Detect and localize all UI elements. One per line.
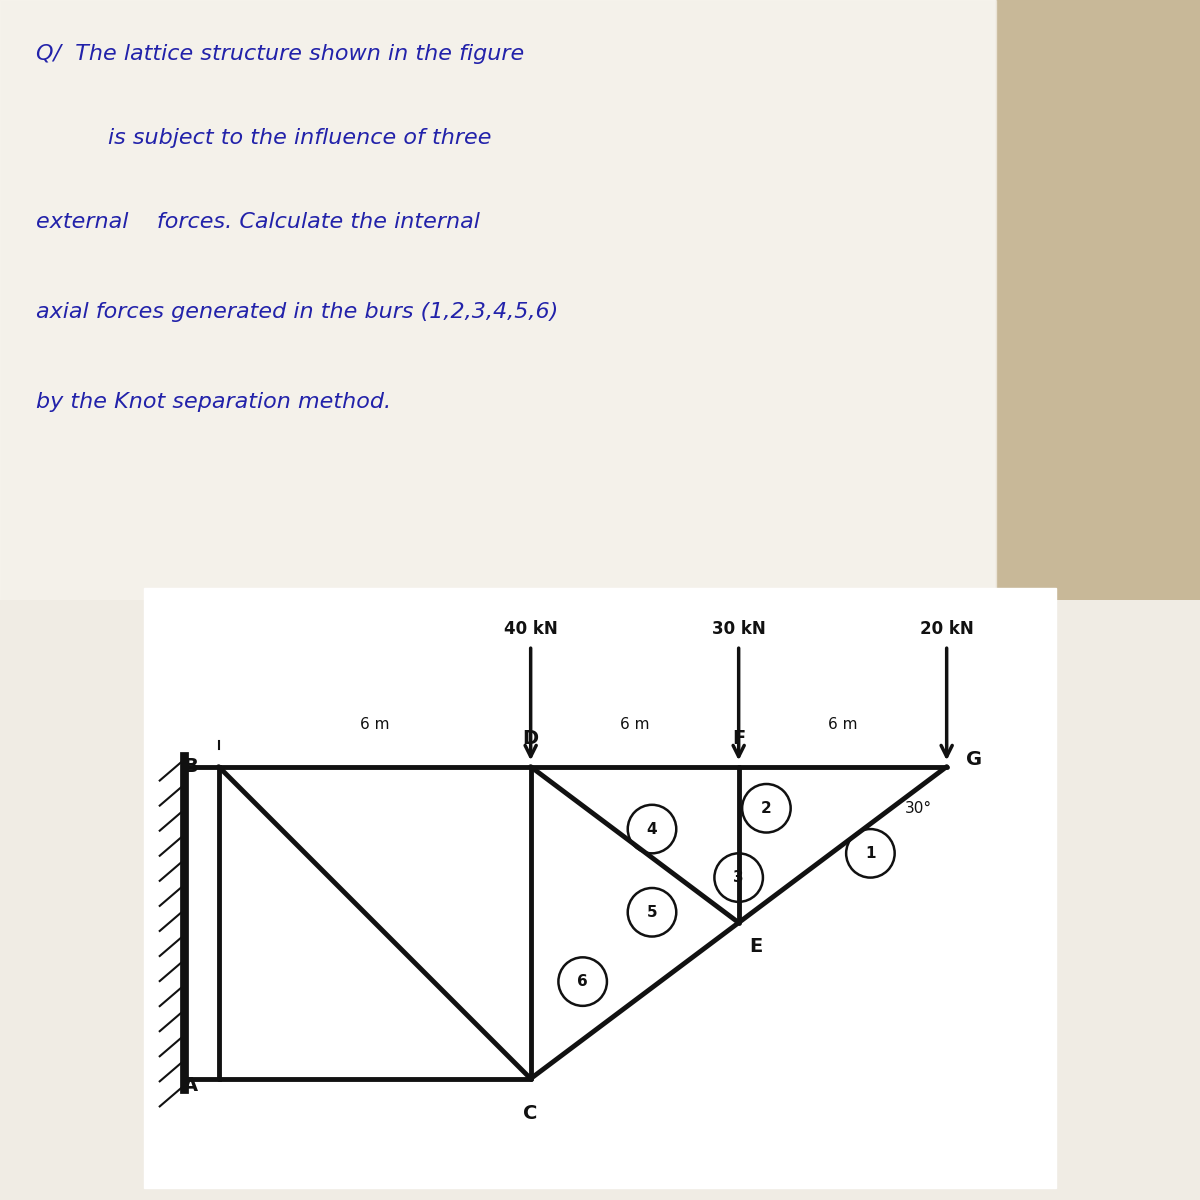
Text: Q/  The lattice structure shown in the figure: Q/ The lattice structure shown in the fi… — [36, 44, 524, 64]
Text: by the Knot separation method.: by the Knot separation method. — [36, 392, 391, 412]
Text: 5: 5 — [647, 905, 658, 919]
Text: B: B — [184, 757, 198, 776]
Text: F: F — [732, 730, 745, 749]
Text: 30 kN: 30 kN — [712, 620, 766, 638]
Text: D: D — [523, 730, 539, 749]
Text: 30°: 30° — [905, 800, 932, 816]
Text: is subject to the influence of three: is subject to the influence of three — [108, 128, 492, 148]
Bar — [144, 588, 1056, 1188]
Text: 3: 3 — [733, 870, 744, 886]
Text: external    forces. Calculate the internal: external forces. Calculate the internal — [36, 212, 480, 232]
Text: 6 m: 6 m — [360, 716, 390, 732]
Text: E: E — [749, 937, 763, 956]
Text: 4: 4 — [647, 822, 658, 836]
Text: 6 m: 6 m — [620, 716, 649, 732]
Text: 2: 2 — [761, 800, 772, 816]
Text: 1: 1 — [865, 846, 876, 860]
Text: 40 kN: 40 kN — [504, 620, 558, 638]
Text: 6: 6 — [577, 974, 588, 989]
Text: axial forces generated in the burs (1,2,3,4,5,6): axial forces generated in the burs (1,2,… — [36, 302, 558, 322]
Bar — [0, 0, 996, 600]
Bar — [996, 0, 1200, 600]
Bar — [0, 0, 996, 600]
Text: A: A — [184, 1076, 198, 1096]
Text: G: G — [966, 750, 983, 769]
Text: 6 m: 6 m — [828, 716, 858, 732]
Text: C: C — [523, 1104, 538, 1123]
Text: 20 kN: 20 kN — [919, 620, 973, 638]
